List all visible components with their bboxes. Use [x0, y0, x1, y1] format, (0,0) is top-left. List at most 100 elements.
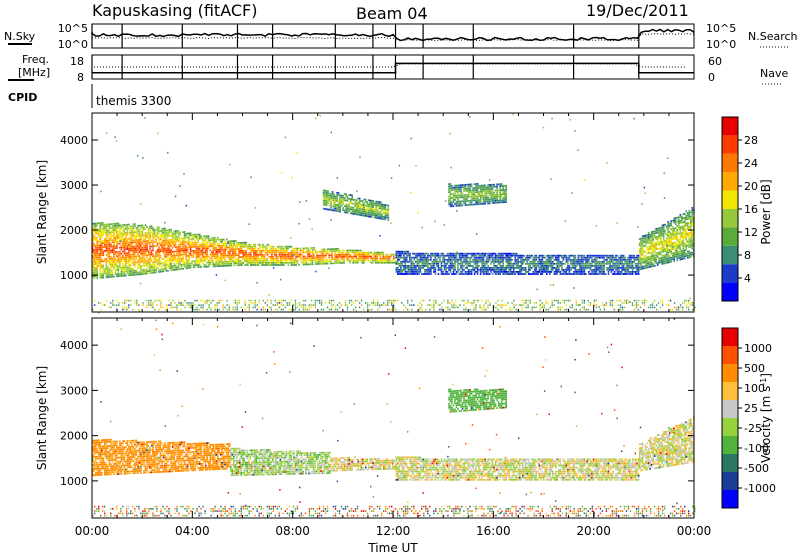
heatmap-cell	[93, 224, 96, 227]
heatmap-cell	[198, 255, 201, 258]
heatmap-cell	[195, 254, 198, 256]
heatmap-cell	[679, 254, 682, 257]
heatmap-cell	[277, 262, 279, 264]
heatmap-cell	[104, 242, 106, 244]
heatmap-cell	[96, 265, 99, 267]
heatmap-cell	[105, 258, 108, 260]
heatmap-cell	[594, 260, 596, 263]
heatmap-cell	[570, 273, 572, 275]
heatmap-cell	[653, 232, 656, 235]
heatmap-cell	[144, 234, 147, 237]
heatmap-cell	[113, 255, 115, 258]
heatmap-cell	[658, 231, 660, 234]
heatmap-cell	[257, 255, 260, 258]
heatmap-cell	[326, 250, 329, 253]
heatmap-cell	[412, 269, 414, 271]
heatmap-cell	[119, 236, 121, 239]
heatmap-cell	[679, 226, 682, 228]
heatmap-cell	[131, 227, 133, 230]
heatmap-cell	[484, 273, 486, 275]
heatmap-cell	[107, 231, 109, 234]
heatmap-cell	[679, 256, 682, 259]
heatmap-cell	[301, 253, 303, 256]
heatmap-cell	[319, 262, 321, 265]
heatmap-cell	[171, 234, 174, 237]
heatmap-cell	[454, 188, 456, 191]
heatmap-cell	[380, 213, 382, 216]
heatmap-cell	[655, 232, 657, 234]
heatmap-cell	[348, 204, 350, 206]
heatmap-cell	[176, 238, 178, 240]
heatmap-cell	[380, 205, 382, 208]
heatmap-cell	[241, 252, 243, 254]
heatmap-cell	[108, 249, 111, 252]
heatmap-cell	[383, 216, 385, 218]
heatmap-cell	[113, 239, 115, 241]
heatmap-cell	[117, 224, 120, 227]
heatmap-cell	[475, 201, 477, 204]
heatmap-cell	[500, 185, 503, 187]
heatmap-cell	[283, 258, 285, 260]
heatmap-cell	[162, 237, 165, 240]
heatmap-cell	[105, 246, 108, 248]
heatmap-cell	[147, 266, 150, 269]
heatmap-cell	[206, 265, 208, 268]
heatmap-cell	[191, 256, 193, 259]
heatmap-cell	[544, 256, 547, 259]
heatmap-cell	[398, 271, 401, 273]
heatmap-cell	[534, 254, 536, 257]
heatmap-cell	[286, 258, 288, 260]
heatmap-cell	[272, 255, 275, 258]
heatmap-cell	[499, 189, 501, 192]
heatmap-cell	[381, 215, 384, 218]
heatmap-cell	[347, 259, 350, 262]
heatmap-cell	[636, 262, 638, 265]
heatmap-cell	[224, 246, 226, 249]
heatmap-cell	[467, 185, 470, 188]
heatmap-cell	[349, 200, 352, 203]
heatmap-cell	[131, 247, 133, 250]
heatmap-cell	[452, 267, 455, 269]
nsearch-line	[91, 33, 695, 42]
heatmap-cell	[146, 226, 148, 228]
heatmap-cell	[174, 256, 177, 259]
heatmap-cell	[302, 261, 305, 264]
heatmap-cell	[179, 251, 181, 254]
heatmap-cell	[475, 256, 477, 259]
heatmap-cell	[470, 191, 473, 194]
heatmap-cell	[668, 245, 671, 247]
heatmap-cell	[527, 254, 530, 257]
heatmap-cell	[524, 269, 527, 271]
heatmap-cell	[126, 256, 129, 258]
heatmap-cell	[114, 239, 117, 241]
heatmap-cell	[443, 262, 446, 265]
heatmap-cell	[210, 251, 213, 254]
heatmap-cell	[341, 255, 344, 258]
heatmap-cell	[198, 243, 201, 246]
heatmap-cell	[250, 255, 252, 258]
heatmap-cell	[266, 264, 269, 266]
heatmap-cell	[212, 265, 214, 268]
heatmap-cell	[634, 256, 637, 259]
heatmap-cell	[659, 251, 662, 253]
heatmap-cell	[308, 249, 311, 251]
heatmap-cell	[350, 257, 353, 260]
heatmap-cell	[326, 260, 329, 263]
heatmap-cell	[499, 191, 501, 194]
heatmap-cell	[239, 250, 242, 252]
heatmap-cell	[488, 267, 491, 269]
heatmap-cell	[203, 251, 205, 254]
heatmap-cell	[256, 262, 258, 264]
heatmap-cell	[137, 243, 139, 245]
heatmap-cell	[591, 254, 593, 257]
heatmap-cell	[520, 273, 522, 275]
heatmap-cell	[449, 197, 452, 200]
heatmap-cell	[128, 252, 130, 254]
heatmap-cell	[293, 249, 296, 252]
heatmap-cell	[168, 231, 171, 233]
heatmap-cell	[580, 262, 583, 265]
heatmap-cell	[367, 211, 370, 214]
heatmap-cell	[248, 251, 251, 254]
heatmap-cell	[647, 266, 650, 269]
heatmap-cell	[470, 199, 473, 202]
